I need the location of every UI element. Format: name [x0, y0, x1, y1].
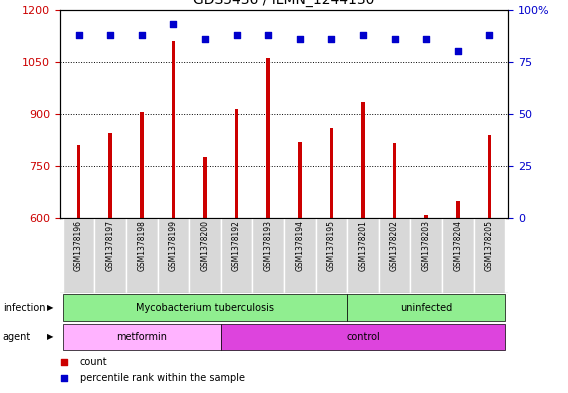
- Bar: [172, 41, 176, 218]
- Text: GSM1378202: GSM1378202: [390, 220, 399, 271]
- Text: Mycobacterium tuberculosis: Mycobacterium tuberculosis: [136, 303, 274, 312]
- Bar: [140, 112, 144, 218]
- Text: GSM1378197: GSM1378197: [106, 220, 115, 271]
- Text: ▶: ▶: [47, 303, 53, 312]
- Text: GSM1378205: GSM1378205: [485, 220, 494, 271]
- Bar: [474, 218, 505, 293]
- Text: GSM1378194: GSM1378194: [295, 220, 304, 271]
- Bar: [189, 218, 221, 293]
- Bar: [379, 218, 411, 293]
- Bar: [411, 218, 442, 293]
- Bar: [108, 133, 112, 218]
- Bar: [442, 218, 474, 293]
- Text: metformin: metformin: [116, 332, 168, 342]
- Text: GSM1378199: GSM1378199: [169, 220, 178, 271]
- Point: [320, 153, 329, 159]
- Bar: [298, 142, 302, 218]
- Bar: [252, 218, 284, 293]
- Text: control: control: [346, 332, 380, 342]
- Bar: [126, 218, 157, 293]
- Bar: [284, 218, 316, 293]
- Bar: [203, 157, 207, 218]
- Text: count: count: [80, 357, 107, 367]
- Bar: [347, 218, 379, 293]
- Bar: [266, 59, 270, 218]
- Point: [169, 21, 178, 28]
- Bar: [94, 218, 126, 293]
- Text: agent: agent: [3, 332, 31, 342]
- Point: [106, 32, 115, 38]
- Text: GSM1378195: GSM1378195: [327, 220, 336, 271]
- Point: [320, 305, 329, 311]
- Text: ▶: ▶: [47, 332, 53, 342]
- Point: [295, 36, 304, 42]
- Text: GSM1378200: GSM1378200: [201, 220, 210, 271]
- Point: [327, 36, 336, 42]
- Bar: [221, 324, 505, 350]
- Bar: [329, 128, 333, 218]
- Point: [358, 32, 367, 38]
- Text: GSM1378204: GSM1378204: [453, 220, 462, 271]
- Text: GSM1378192: GSM1378192: [232, 220, 241, 271]
- Bar: [221, 218, 252, 293]
- Bar: [392, 143, 396, 218]
- Bar: [157, 218, 189, 293]
- Text: GSM1378203: GSM1378203: [421, 220, 431, 271]
- Title: GDS5436 / ILMN_1244130: GDS5436 / ILMN_1244130: [193, 0, 375, 7]
- Bar: [77, 145, 81, 218]
- Point: [453, 48, 462, 55]
- Point: [201, 36, 210, 42]
- Point: [137, 32, 147, 38]
- Point: [421, 36, 431, 42]
- Bar: [347, 294, 505, 321]
- Text: uninfected: uninfected: [400, 303, 452, 312]
- Bar: [456, 202, 460, 218]
- Bar: [63, 324, 221, 350]
- Bar: [63, 294, 347, 321]
- Text: percentile rank within the sample: percentile rank within the sample: [80, 373, 245, 384]
- Text: GSM1378201: GSM1378201: [358, 220, 367, 271]
- Bar: [424, 215, 428, 218]
- Bar: [235, 109, 239, 218]
- Point: [485, 32, 494, 38]
- Point: [264, 32, 273, 38]
- Text: GSM1378198: GSM1378198: [137, 220, 147, 271]
- Bar: [361, 102, 365, 218]
- Bar: [63, 218, 94, 293]
- Point: [74, 32, 83, 38]
- Text: GSM1378193: GSM1378193: [264, 220, 273, 271]
- Point: [232, 32, 241, 38]
- Bar: [487, 135, 491, 218]
- Point: [390, 36, 399, 42]
- Text: infection: infection: [3, 303, 45, 312]
- Text: GSM1378196: GSM1378196: [74, 220, 83, 271]
- Bar: [316, 218, 347, 293]
